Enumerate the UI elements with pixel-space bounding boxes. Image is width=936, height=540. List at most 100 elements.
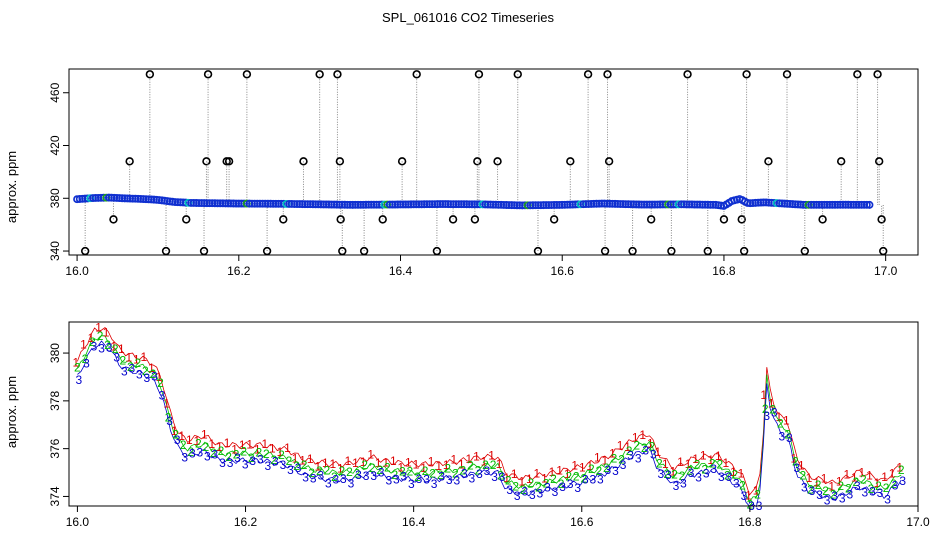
- co2-point: [483, 200, 492, 209]
- co2-point: [560, 200, 569, 209]
- marker-1: 1: [420, 461, 427, 475]
- marker-3: 3: [355, 468, 362, 482]
- bottom-y-tick-label: 374: [48, 486, 62, 506]
- co2-point: [605, 199, 614, 208]
- marker-2: 2: [596, 464, 603, 478]
- marker-3: 3: [703, 467, 710, 481]
- top-y-tick-label: 420: [48, 135, 62, 155]
- co2-point: [640, 200, 649, 209]
- co2-point: [136, 194, 145, 203]
- marker-1: 1: [110, 339, 117, 353]
- marker-1: 1: [828, 479, 835, 493]
- marker-2: 2: [883, 481, 890, 495]
- marker-2: 2: [852, 475, 859, 489]
- marker-3: 3: [257, 452, 264, 466]
- co2-point: [489, 200, 498, 209]
- marker-1: 1: [586, 459, 593, 473]
- marker-1: 1: [73, 355, 80, 369]
- bottom-plot-frame: [68, 321, 919, 507]
- co2-point: [815, 200, 824, 209]
- marker-1: 1: [541, 472, 548, 486]
- marker-3: 3: [529, 488, 536, 502]
- bottom-x-axis: 16.0 16.2 16.4 16.6 16.8 17.0: [66, 506, 930, 529]
- top-x-tick-label: 16.0: [65, 264, 89, 278]
- marker-2: 2: [293, 459, 300, 473]
- co2-point: [359, 200, 368, 209]
- spike-point: [800, 246, 809, 256]
- spike-point: [432, 246, 442, 256]
- marker-2: 2: [467, 458, 474, 472]
- marker-3: 3: [589, 472, 596, 486]
- co2-point: [608, 199, 617, 208]
- marker-2: 2: [641, 441, 648, 455]
- marker-2: 2: [497, 469, 504, 483]
- co2-point: [703, 200, 712, 209]
- co2-point: [248, 199, 256, 208]
- co2-point: [839, 200, 847, 209]
- co2-point: [282, 199, 291, 208]
- co2-point: [126, 194, 135, 203]
- co2-point: [171, 198, 180, 206]
- co2-point: [112, 194, 121, 202]
- co2-point: [653, 200, 662, 209]
- co2-point: [396, 200, 405, 209]
- marker-3: 3: [469, 471, 476, 485]
- marker-2: 2: [694, 457, 701, 471]
- marker-2: 2: [520, 483, 527, 497]
- marker-1: 1: [843, 467, 850, 481]
- marker-2: 2: [800, 469, 807, 483]
- co2-point: [364, 200, 373, 209]
- co2-point: [309, 200, 317, 209]
- marker-2: 2: [286, 454, 293, 468]
- spike-point: [336, 215, 345, 224]
- marker-3: 3: [264, 459, 271, 473]
- marker-2: 2: [603, 461, 610, 475]
- co2-point: [89, 194, 97, 202]
- co2-point: [571, 200, 580, 209]
- marker-1: 1: [337, 462, 344, 476]
- co2-point: [279, 199, 288, 208]
- marker-3: 3: [76, 373, 83, 387]
- marker-3: 3: [627, 449, 634, 463]
- co2-point: [176, 198, 185, 207]
- co2-point: [377, 200, 386, 209]
- co2-point: [324, 200, 333, 209]
- co2-point: [277, 199, 286, 208]
- co2-point: [293, 200, 301, 208]
- spike-point: [242, 70, 252, 79]
- marker-3: 3: [106, 340, 113, 354]
- co2-point: [786, 200, 794, 208]
- co2-point: [645, 200, 654, 209]
- co2-point: [330, 200, 339, 209]
- marker-3: 3: [680, 476, 687, 490]
- bottom-x-tick-label: 16.4: [402, 515, 426, 529]
- marker-2: 2: [142, 364, 149, 378]
- co2-point: [213, 199, 222, 208]
- marker-1: 1: [654, 445, 661, 459]
- marker-1: 1: [813, 475, 820, 489]
- marker-3: 3: [854, 479, 861, 493]
- spike-point: [335, 157, 345, 166]
- co2-point: [510, 201, 519, 210]
- co2-point: [465, 200, 474, 209]
- bottom-panel: 1231231231231231231231231231231231231231…: [4, 321, 930, 529]
- co2-point: [316, 200, 325, 209]
- marker-3: 3: [506, 483, 513, 497]
- marker-2: 2: [754, 487, 761, 501]
- co2-point: [393, 200, 402, 209]
- co2-point: [680, 200, 688, 209]
- spike-point: [683, 70, 692, 79]
- co2-point: [518, 201, 527, 210]
- marker-3: 3: [363, 469, 370, 483]
- marker-2: 2: [225, 450, 232, 464]
- marker-3: 3: [794, 461, 801, 475]
- co2-point: [184, 198, 193, 207]
- co2-point: [661, 200, 670, 209]
- marker-1: 1: [163, 396, 170, 410]
- marker-3: 3: [181, 450, 188, 464]
- co2-point: [369, 200, 378, 209]
- marker-2: 2: [512, 480, 519, 494]
- co2-point: [319, 200, 328, 209]
- co2-point: [422, 200, 431, 209]
